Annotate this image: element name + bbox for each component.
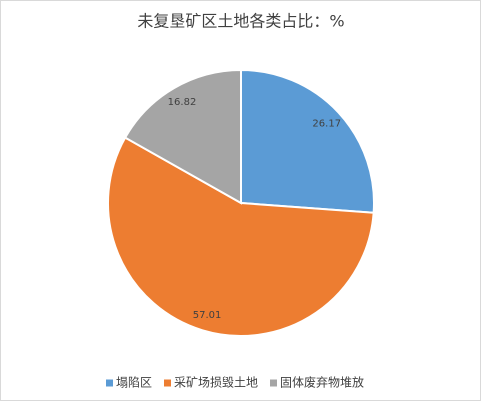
pie-slice — [107, 136, 375, 337]
chart-title: 未复垦矿区土地各类占比：% — [137, 12, 344, 31]
legend-label: 塌陷区 — [116, 375, 152, 390]
data-label: 57.01 — [193, 310, 222, 321]
pie-slice — [123, 68, 242, 205]
pie-slice — [240, 68, 375, 214]
legend-label: 固体废弃物堆放 — [280, 375, 364, 390]
legend-swatch — [270, 379, 277, 387]
data-label: 16.82 — [168, 97, 197, 108]
legend-swatch — [164, 379, 171, 387]
legend-label: 采矿场损毁土地 — [174, 375, 258, 390]
data-label: 26.17 — [312, 118, 341, 129]
legend-swatch — [106, 379, 113, 387]
